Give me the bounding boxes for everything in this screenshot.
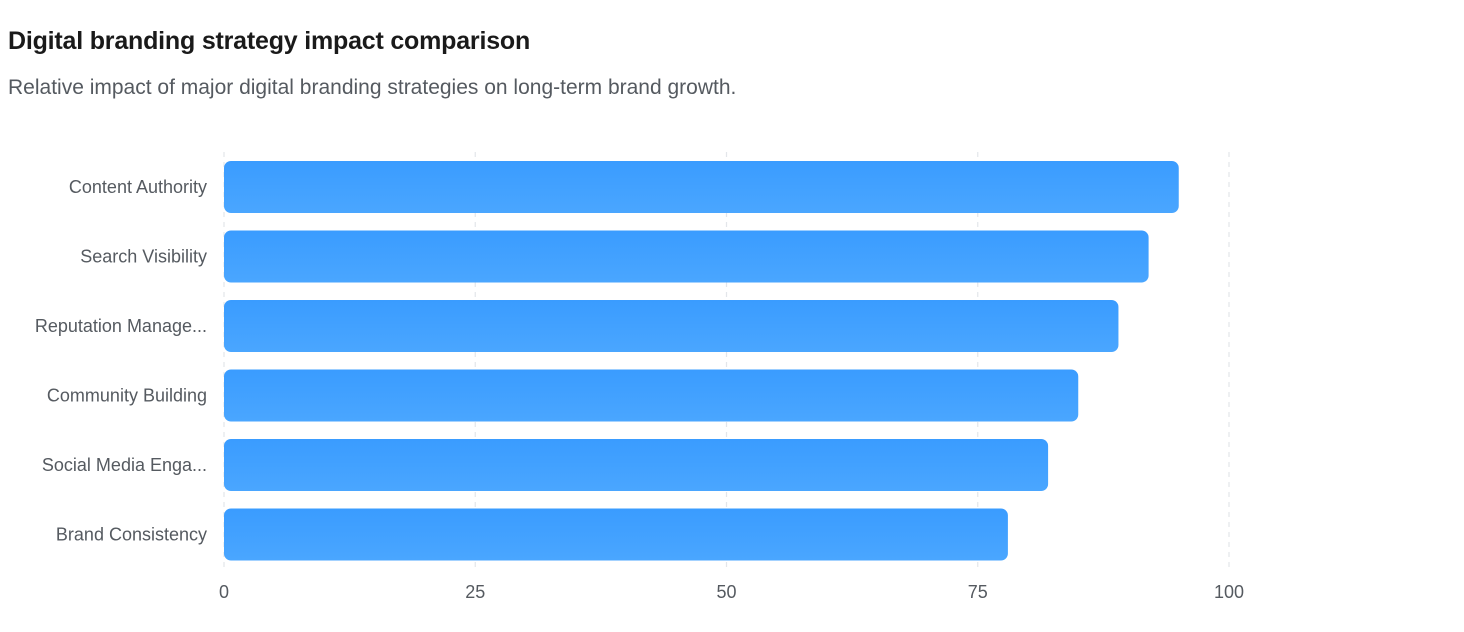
- category-label: Community Building: [47, 386, 207, 406]
- grid-lines: [223, 152, 1230, 570]
- bars: [224, 161, 1179, 561]
- category-label: Reputation Manage...: [35, 316, 207, 336]
- bar[interactable]: [224, 300, 1119, 352]
- bar[interactable]: [224, 369, 1079, 422]
- bar[interactable]: [224, 439, 1049, 491]
- x-axis-tick-labels: 0 25 50 75 100: [219, 582, 1244, 602]
- x-tick-label: 25: [465, 582, 485, 602]
- x-tick-label: 0: [219, 582, 229, 602]
- bar[interactable]: [224, 230, 1149, 283]
- category-label: Social Media Enga...: [42, 455, 207, 475]
- category-label: Search Visibility: [80, 247, 207, 267]
- x-tick-label: 50: [716, 582, 736, 602]
- x-tick-label: 100: [1214, 582, 1244, 602]
- category-labels: Content Authority Search Visibility Reputa…: [35, 177, 207, 545]
- category-label: Brand Consistency: [56, 525, 207, 545]
- category-label: Content Authority: [69, 177, 207, 197]
- bar[interactable]: [224, 161, 1179, 213]
- chart-title: Digital branding strategy impact compari…: [8, 27, 531, 55]
- bar[interactable]: [224, 508, 1008, 561]
- x-tick-label: 75: [968, 582, 988, 602]
- chart-subtitle: Relative impact of major digital brandin…: [8, 76, 737, 99]
